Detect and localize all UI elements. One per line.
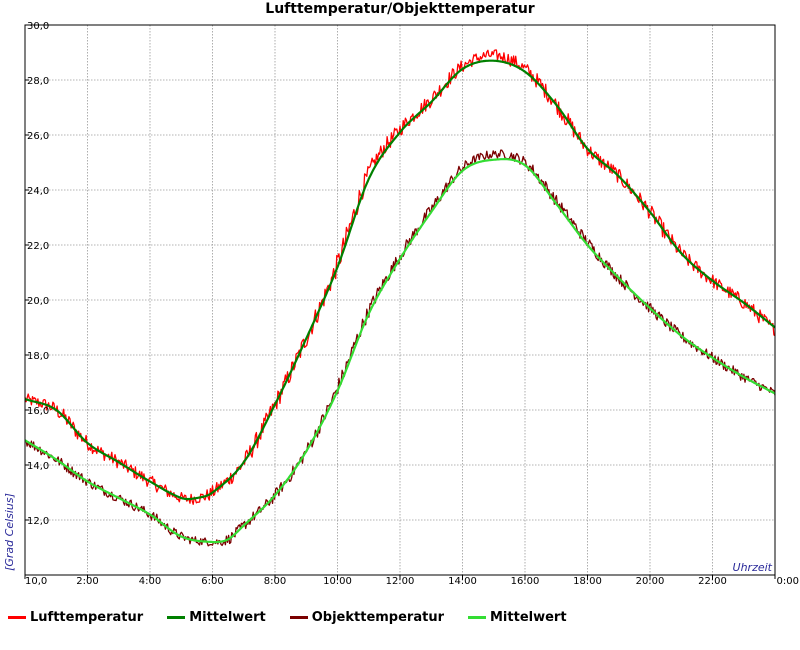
legend-item: Lufttemperatur xyxy=(8,610,143,625)
series-line-3 xyxy=(24,158,776,544)
x-tick-label: 20:00 xyxy=(636,576,665,587)
legend-label: Mittelwert xyxy=(189,609,266,625)
grid xyxy=(25,25,775,575)
series-layer xyxy=(24,49,776,547)
x-tick-label: 16:00 xyxy=(511,576,540,587)
y-tick-label: 12,0 xyxy=(27,516,49,527)
legend: Lufttemperatur Mittelwert Objekttemperatur… xyxy=(8,607,591,627)
x-tick-label: 10,0 xyxy=(25,576,47,587)
chart-title: Lufttemperatur/Objekttemperatur xyxy=(265,1,535,17)
x-tick-label: 4:00 xyxy=(139,576,161,587)
legend-item: Objekttemperatur xyxy=(289,609,444,625)
legend-swatch xyxy=(289,615,308,619)
y-tick-label: 30,0 xyxy=(27,21,49,32)
y-tick-label: 26,0 xyxy=(27,131,49,142)
y-tick-label: 20,0 xyxy=(27,296,49,307)
legend-swatch xyxy=(167,615,186,619)
y-tick-label: 28,0 xyxy=(27,76,49,87)
x-tick-label: 14:00 xyxy=(448,576,477,587)
x-tick-label: 12:00 xyxy=(386,576,415,587)
series-line-1 xyxy=(24,59,776,501)
y-tick-label: 22,0 xyxy=(27,241,49,252)
x-tick-label: 18:00 xyxy=(573,576,602,587)
x-axis-ticks: 10,0 2:00 4:00 6:00 8:00 10:00 12:00 14:00 16:00… xyxy=(24,575,799,587)
y-tick-label: 16,0 xyxy=(27,406,49,417)
y-tick-label: 18,0 xyxy=(27,351,49,362)
legend-label: Lufttemperatur xyxy=(30,609,144,625)
legend-item: Mittelwert xyxy=(167,610,266,625)
x-tick-label: 10:00 xyxy=(323,576,352,587)
legend-label: Mittelwert xyxy=(490,609,567,625)
legend-item: Mittelwert xyxy=(468,610,567,625)
y-tick-label: 14,0 xyxy=(27,461,49,472)
x-tick-label: 0:00 xyxy=(777,576,799,587)
y-tick-label: 24,0 xyxy=(27,186,49,197)
legend-swatch xyxy=(8,615,26,619)
x-tick-label: 8:00 xyxy=(264,576,286,587)
x-tick-label: 22:00 xyxy=(698,576,727,587)
legend-label: Objekttemperatur xyxy=(311,609,444,625)
x-tick-label: 6:00 xyxy=(201,576,223,587)
y-axis-ticks: 12,0 14,0 16,0 18,0 20,0 22,0 24,0 26,0 28,0 30,0 xyxy=(25,21,49,527)
x-axis-label: Uhrzeit xyxy=(733,561,773,574)
y-axis-label: [Grad Celsius] xyxy=(3,493,16,571)
series-line-0 xyxy=(24,49,776,505)
x-tick-label: 2:00 xyxy=(76,576,98,587)
legend-swatch xyxy=(468,615,486,619)
